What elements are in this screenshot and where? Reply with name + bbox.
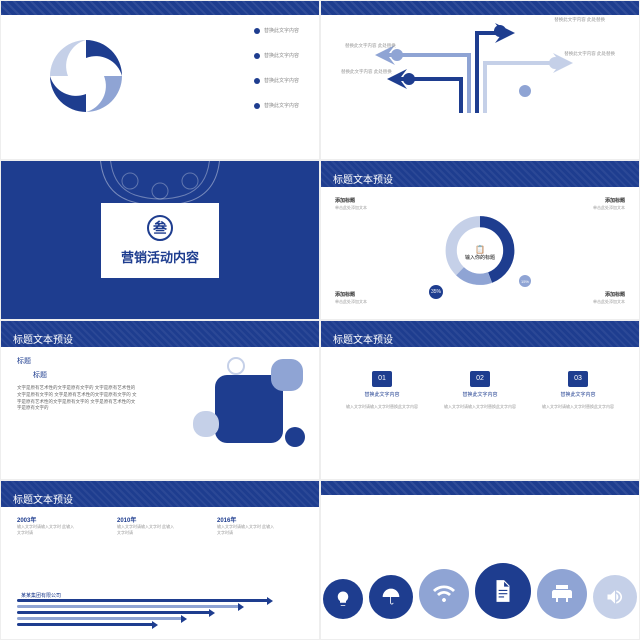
arrow-label: 替换此文字内容 此处替换 bbox=[341, 69, 392, 75]
donut-center-label: 📋 输入你的标题 bbox=[465, 245, 495, 261]
legend-text: 替换此文字内容 bbox=[264, 77, 299, 84]
arrow-label: 替换此文字内容 此处替换 bbox=[564, 51, 615, 57]
print-icon bbox=[537, 569, 587, 619]
sound-icon bbox=[593, 575, 637, 619]
section-title: 营销活动内容 bbox=[121, 247, 199, 266]
year: 2016年 bbox=[217, 515, 277, 524]
slide-title: 标题文本预设 bbox=[1, 327, 319, 346]
year: 2010年 bbox=[117, 515, 177, 524]
legend: 替换此文字内容 替换此文字内容 替换此文字内容 替换此文字内容 bbox=[254, 27, 299, 127]
box-2: 02替换此文字内容输入文字时请输入文字时替换此文字内容 bbox=[440, 367, 520, 409]
squares-graphic bbox=[165, 357, 305, 467]
legend-text: 替换此文字内容 bbox=[264, 27, 299, 34]
legend-text: 替换此文字内容 bbox=[264, 52, 299, 59]
slide-6: 标题文本预设 01替换此文字内容输入文字时请输入文字时替换此文字内容 02替换此… bbox=[320, 320, 640, 480]
slide-1: 替换此文字内容 替换此文字内容 替换此文字内容 替换此文字内容 bbox=[0, 0, 320, 160]
donut-label: 添加标题单击此处添加文本 bbox=[593, 291, 625, 305]
year: 2003年 bbox=[17, 515, 77, 524]
doc-icon bbox=[475, 563, 531, 619]
donut-label: 添加标题单击此处添加文本 bbox=[335, 291, 367, 305]
donut-label: 添加标题单击此处添加文本 bbox=[593, 197, 625, 211]
text-column: 标题 标题 文字是原有艺术性的文字是原有文字的 文字是原有艺术性的文字是原有文字… bbox=[17, 357, 137, 412]
slide-5: 标题文本预设 标题 标题 文字是原有艺术性的文字是原有文字的 文字是原有艺术性的… bbox=[0, 320, 320, 480]
year-desc: 输入文字时请输入文字时 此输入文字时请 bbox=[17, 524, 77, 536]
slide-title: 标题文本预设 bbox=[321, 167, 639, 186]
pct-badge: 35% bbox=[429, 285, 443, 299]
slide-3-section: 叁 营销活动内容 bbox=[0, 160, 320, 320]
year-desc: 输入文字时请输入文字时 此输入文字时请 bbox=[217, 524, 277, 536]
arrow-diagram: 替换此文字内容 此处替换 替换此文字内容 此处替换 替换此文字内容 此处替换 替… bbox=[345, 13, 615, 123]
slide-7: 标题文本预设 2003年输入文字时请输入文字时 此输入文字时请 2010年输入文… bbox=[0, 480, 320, 640]
swirl-graphic bbox=[41, 31, 131, 126]
box-3: 03替换此文字内容输入文字时请输入文字时替换此文字内容 bbox=[538, 367, 618, 409]
numbered-boxes: 01替换此文字内容输入文字时请输入文字时替换此文字内容 02替换此文字内容输入文… bbox=[333, 355, 627, 409]
company-name: 某某集团有限公司 bbox=[21, 592, 61, 599]
box-1: 01替换此文字内容输入文字时请输入文字时替换此文字内容 bbox=[342, 367, 422, 409]
year-desc: 输入文字时请输入文字时 此输入文字时请 bbox=[117, 524, 177, 536]
section-box: 叁 营销活动内容 bbox=[101, 203, 219, 278]
timeline-lines bbox=[17, 599, 303, 629]
pattern-band bbox=[321, 481, 639, 495]
donut-label: 添加标题单击此处添加文本 bbox=[335, 197, 367, 211]
arrow-label: 替换此文字内容 此处替换 bbox=[554, 17, 605, 23]
bulb-icon bbox=[323, 579, 363, 619]
slide-grid: 替换此文字内容 替换此文字内容 替换此文字内容 替换此文字内容 替换此文字内容 … bbox=[0, 0, 640, 640]
legend-text: 替换此文字内容 bbox=[264, 102, 299, 109]
section-number: 叁 bbox=[147, 215, 173, 241]
umbrella-icon bbox=[369, 575, 413, 619]
slide-title: 标题文本预设 bbox=[321, 327, 639, 346]
wifi-icon bbox=[419, 569, 469, 619]
slide-4: 标题文本预设 📋 输入你的标题 添加标题单击此处添加文本 添加标题单击此处添加文… bbox=[320, 160, 640, 320]
slide-title: 标题文本预设 bbox=[1, 487, 319, 506]
timeline: 2003年输入文字时请输入文字时 此输入文字时请 2010年输入文字时请输入文字… bbox=[1, 507, 319, 639]
slide-2: 替换此文字内容 此处替换 替换此文字内容 此处替换 替换此文字内容 此处替换 替… bbox=[320, 0, 640, 160]
arrow-label: 替换此文字内容 此处替换 bbox=[345, 43, 396, 49]
slide-8 bbox=[320, 480, 640, 640]
pattern-band bbox=[1, 1, 319, 15]
pct-badge: 15% bbox=[519, 275, 531, 287]
